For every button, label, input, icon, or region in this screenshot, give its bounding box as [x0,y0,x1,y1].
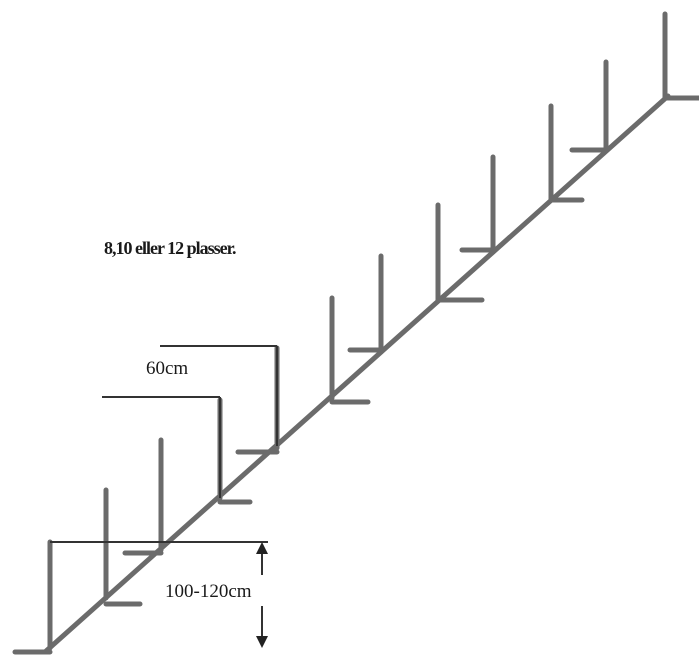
dim-height-arrow-down [256,636,268,648]
dimension-spacing-label: 60cm [146,358,188,379]
diagonal-rail [42,93,671,655]
dim-height-arrow-up [256,542,268,554]
caption-text: 8,10 eller 12 plasser. [104,238,236,258]
dimension-height-label: 100-120cm [165,581,252,602]
